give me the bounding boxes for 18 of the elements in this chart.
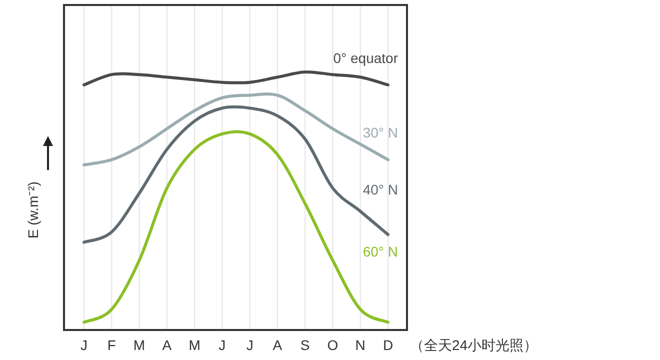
x-tick-label: J: [80, 337, 88, 353]
text: （全天24小时光照）: [410, 337, 538, 353]
x-tick-label: F: [107, 337, 116, 353]
series-label: 30° N: [362, 124, 398, 141]
x-tick-label: A: [272, 337, 283, 353]
x-tick-label: S: [300, 337, 310, 353]
x-tick-label: O: [327, 337, 338, 353]
x-tick-label: M: [133, 337, 146, 353]
x-tick-label: A: [162, 337, 172, 353]
x-tick-label: M: [188, 337, 200, 353]
y-axis-title: E (w.m⁻²): [25, 181, 41, 239]
series-label: 60° N: [362, 243, 398, 260]
x-tick-label: D: [382, 337, 394, 353]
x-tick-label: N: [355, 337, 366, 353]
series-label: 0° equator: [333, 50, 398, 66]
series-label: 40° N: [362, 182, 398, 198]
x-tick-label: J: [218, 337, 226, 353]
x-tick-label: J: [246, 337, 254, 353]
